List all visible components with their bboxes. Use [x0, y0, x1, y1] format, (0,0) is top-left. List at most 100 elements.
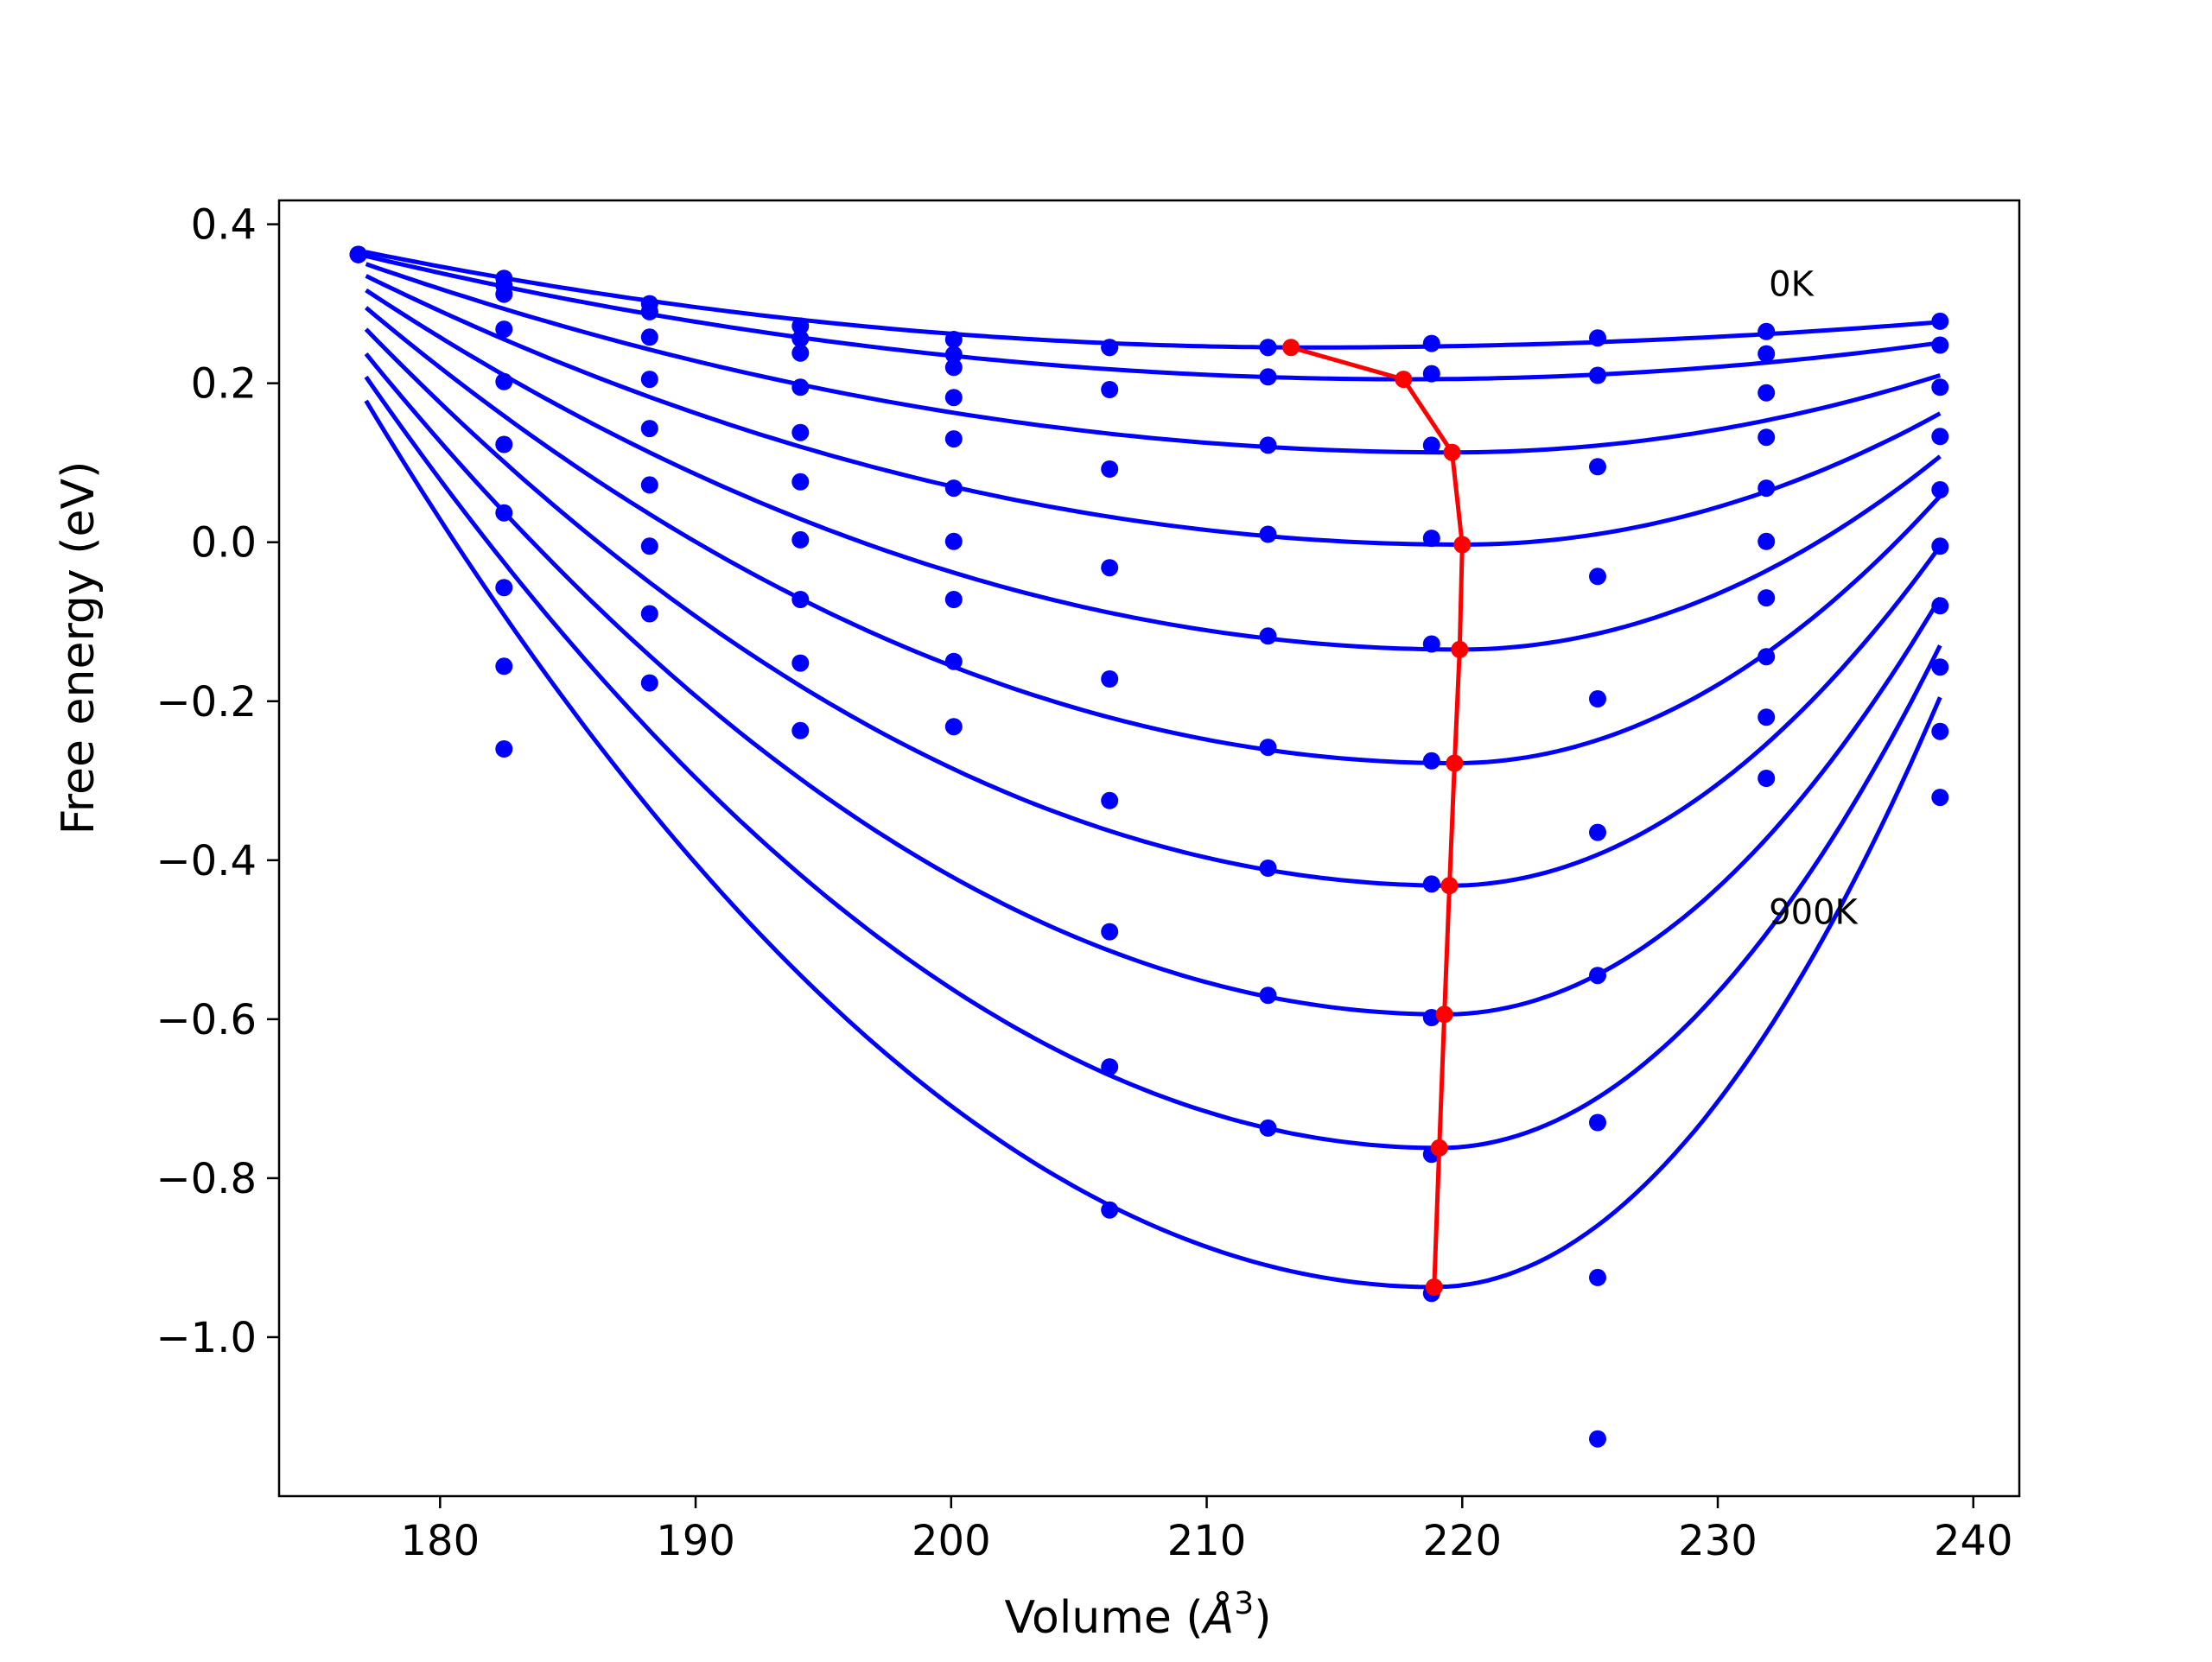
data-point-s7-p3 — [791, 591, 810, 608]
data-point-s7-p2 — [640, 537, 658, 555]
data-point-s2-p2 — [640, 302, 658, 320]
data-point-s0-p4 — [944, 331, 963, 348]
minima-line — [1290, 345, 1465, 1288]
data-point-s2-p3 — [791, 344, 810, 362]
data-point-s9-p9 — [1758, 770, 1776, 787]
data-point-s3-p4 — [944, 389, 963, 407]
x-tick-label-2: 200 — [912, 1517, 991, 1565]
y-tick-label-5: −0.6 — [156, 996, 257, 1044]
data-point-s1-p8 — [1589, 366, 1606, 384]
data-point-s5-p1 — [495, 435, 513, 454]
data-point-s4-p2 — [640, 371, 658, 389]
fit-curve-9 — [364, 399, 1942, 1290]
y-axis-ticks: 0.4 0.2 0.0 −0.2 −0.4 −0.6 −0.8 −1.0 — [156, 201, 279, 1362]
data-point-s8-p4 — [944, 652, 963, 670]
x-tick-label-5: 230 — [1678, 1517, 1758, 1565]
fit-curve-2 — [365, 262, 1942, 455]
data-point-s0-p9 — [1758, 322, 1776, 340]
data-point-s1-p7 — [1422, 365, 1440, 383]
data-point-s0-p7 — [1422, 334, 1440, 352]
fit-curve-5 — [364, 306, 1942, 765]
data-point-s5-p5 — [1101, 670, 1119, 688]
data-point-s5-p9 — [1758, 532, 1776, 550]
data-point-s6-p1 — [495, 504, 513, 522]
data-point-s5-p6 — [1259, 627, 1277, 645]
x-tick-label-0: 180 — [401, 1517, 480, 1565]
data-point-s6-p9 — [1758, 589, 1776, 607]
data-point-s6-p2 — [640, 476, 658, 494]
data-point-s4-p4 — [944, 430, 963, 448]
data-point-s5-p3 — [791, 473, 810, 491]
y-tick-label-3: −0.2 — [156, 678, 257, 726]
data-point-s1-p5 — [1101, 339, 1119, 357]
x-tick-label-6: 240 — [1934, 1517, 2013, 1565]
fit-curve-7 — [364, 352, 1942, 1017]
data-point-s7-p9 — [1758, 648, 1776, 666]
fit-curves — [364, 250, 1942, 1290]
data-point-s8-p6 — [1259, 986, 1277, 1005]
data-point-s7-p8 — [1589, 1113, 1606, 1132]
data-point-s9-p1 — [495, 740, 513, 758]
x-tick-label-4: 220 — [1422, 1517, 1502, 1565]
data-point-s0-p10 — [1931, 312, 1949, 330]
data-point-s7-p5 — [1101, 923, 1119, 941]
minimum-point-9 — [1425, 1278, 1443, 1296]
data-point-s9-p3 — [791, 721, 810, 739]
data-point-s4-p8 — [1589, 690, 1606, 707]
y-axis-label: Free energy (eV) — [53, 461, 105, 835]
data-point-s6-p8 — [1589, 967, 1606, 985]
data-point-s2-p8 — [1589, 458, 1606, 476]
data-point-s7-p4 — [944, 591, 963, 608]
data-point-s2-p10 — [1931, 378, 1949, 396]
minimum-point-0 — [1282, 339, 1300, 357]
data-point-s3-p7 — [1422, 530, 1440, 548]
fit-curve-0 — [365, 250, 1941, 350]
fit-curve-3 — [365, 274, 1942, 548]
fit-curve-1 — [365, 253, 1941, 382]
data-point-s1-p9 — [1758, 345, 1776, 363]
y-tick-label-6: −0.8 — [156, 1155, 257, 1203]
data-point-s4-p9 — [1758, 479, 1776, 498]
data-point-s4-p6 — [1259, 525, 1277, 543]
fit-curve-8 — [364, 375, 1942, 1151]
data-point-s6-p3 — [791, 530, 810, 549]
data-point-s5-p7 — [1422, 752, 1440, 770]
data-point-s0-p3 — [791, 317, 810, 335]
data-point-s8-p10 — [1931, 722, 1949, 740]
data-point-s2-p5 — [1101, 381, 1119, 398]
data-points — [349, 245, 1949, 1448]
data-point-s3-p9 — [1758, 428, 1776, 447]
y-tick-label-4: −0.4 — [156, 837, 257, 885]
data-point-s3-p1 — [495, 320, 513, 339]
data-point-s2-p9 — [1758, 384, 1776, 402]
annotations: 0K 900K — [1769, 265, 1859, 933]
data-point-s2-p6 — [1259, 368, 1277, 386]
data-point-s3-p3 — [791, 378, 810, 396]
minimum-point-7 — [1435, 1005, 1453, 1024]
fit-curve-4 — [365, 288, 1942, 652]
minimum-point-6 — [1440, 877, 1459, 895]
data-point-s3-p8 — [1589, 568, 1606, 586]
data-point-s3-p5 — [1101, 460, 1119, 478]
data-point-s1-p3 — [791, 330, 810, 348]
data-point-s9-p0 — [349, 245, 367, 263]
data-point-s6-p7 — [1422, 875, 1440, 893]
data-point-s2-p7 — [1422, 436, 1440, 454]
data-point-s9-p2 — [640, 674, 658, 692]
data-point-s3-p10 — [1931, 428, 1949, 446]
annotation-1: 900K — [1769, 893, 1859, 933]
data-point-s1-p6 — [1259, 339, 1277, 357]
data-point-s0-p8 — [1589, 329, 1606, 347]
x-tick-label-3: 210 — [1167, 1517, 1247, 1565]
data-point-s1-p4 — [944, 346, 963, 364]
data-point-s8-p3 — [791, 654, 810, 672]
data-point-s4-p3 — [791, 423, 810, 441]
plot-frame — [277, 199, 2021, 1498]
data-point-s4-p1 — [495, 372, 513, 390]
minimum-point-1 — [1395, 371, 1413, 389]
data-point-s5-p10 — [1931, 537, 1949, 555]
data-point-s5-p8 — [1589, 823, 1606, 841]
y-tick-label-7: −1.0 — [156, 1314, 257, 1362]
